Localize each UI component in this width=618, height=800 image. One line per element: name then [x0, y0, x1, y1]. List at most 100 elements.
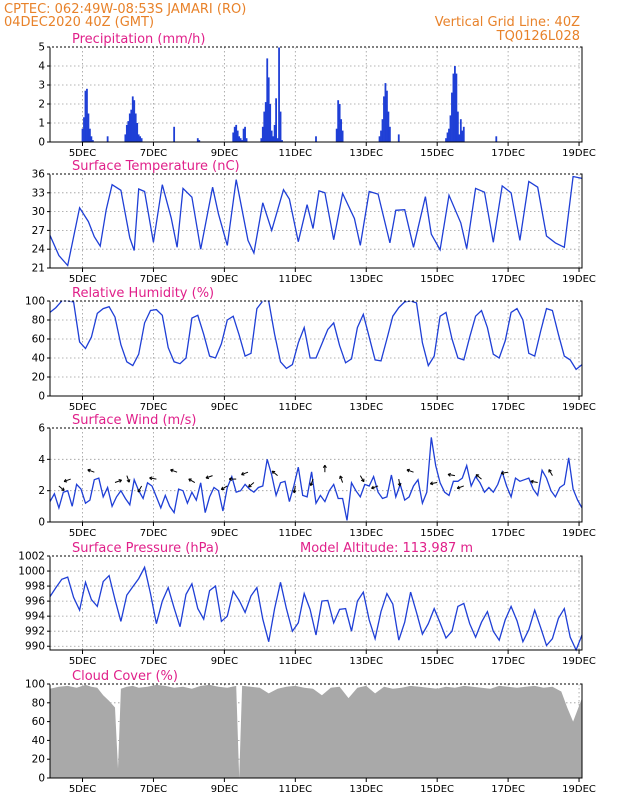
wind-arrow-icon [339, 475, 344, 483]
wind-arrow-icon [456, 485, 464, 490]
precip-bar [264, 102, 267, 142]
xtick-label: 15DEC [420, 528, 454, 539]
ytick-label: 994 [25, 611, 45, 623]
panel-title: Surface Wind (m/s) [72, 413, 196, 428]
wind-arrow-head [456, 485, 460, 489]
ytick-label: 20 [32, 372, 45, 384]
precip-bar [125, 124, 128, 142]
precip-bar [495, 136, 498, 142]
precip-bar [446, 132, 449, 142]
header-model-code: TQ0126L028 [496, 29, 580, 44]
panel-title: Surface Temperature (nC) [72, 159, 240, 174]
wind-arrow-head [170, 468, 174, 471]
precip-bar [380, 130, 382, 142]
precip-bar [124, 134, 127, 142]
xtick-label: 7DEC [140, 274, 167, 285]
precip-bar [139, 136, 142, 142]
wind-arrow-shaft [248, 482, 255, 488]
wind-arrow-shaft [205, 475, 213, 479]
precip-bar [87, 113, 90, 142]
xtick-label: 13DEC [349, 656, 383, 667]
wind-arrow-icon [228, 477, 237, 482]
xtick-label: 17DEC [491, 656, 525, 667]
wind-arrow-shaft [241, 471, 249, 476]
wind-arrow-icon [292, 485, 297, 494]
precip-bar [266, 58, 269, 142]
ytick-label: 21 [32, 263, 45, 275]
panel-frame [49, 555, 583, 651]
ytick-label: 27 [32, 225, 45, 237]
ytick-label: 80 [32, 697, 45, 709]
ytick-label: 0 [38, 773, 45, 785]
wind-arrow-head [119, 479, 122, 483]
precip-bar [267, 77, 270, 142]
wind-arrow-shaft [58, 485, 65, 491]
wind-arrow-shaft [114, 479, 122, 483]
wind-arrow-icon [220, 485, 228, 491]
panel-title: Surface Pressure (hPa) [72, 541, 219, 556]
precip-bar [458, 134, 461, 142]
panel-pres: 990 992 994 996 998 1000 1002 5DEC 7DEC 9DEC 11DEC… [18, 541, 596, 667]
precip-bar [198, 140, 201, 142]
wind-arrow-icon [322, 464, 327, 473]
precip-bar [128, 113, 131, 142]
wind-arrow-icon [429, 481, 438, 486]
precip-bar [127, 121, 130, 142]
precip-bar [462, 126, 465, 142]
precip-bar [86, 88, 88, 142]
pres-line [49, 565, 583, 652]
xtick-label: 15DEC [420, 784, 454, 795]
xtick-label: 9DEC [211, 402, 238, 413]
panel-rh: 0 20 40 60 80 100 5DEC 7DEC 9DEC 11DEC 13DEC 15DEC 1… [25, 286, 596, 413]
wind-arrow-head [360, 479, 365, 483]
ytick-label: 1000 [18, 566, 45, 578]
xtick-label: 17DEC [491, 402, 525, 413]
ytick-label: 80 [32, 315, 45, 327]
ytick-label: 60 [32, 716, 45, 728]
xtick-label: 9DEC [211, 528, 238, 539]
precip-bar [260, 138, 263, 142]
precip-bar [245, 138, 248, 142]
xtick-label: 5DEC [69, 656, 96, 667]
ytick-label: 0 [38, 391, 45, 403]
wind-arrow-shaft [87, 469, 95, 473]
precip-bar [340, 119, 343, 142]
xtick-label: 9DEC [211, 274, 238, 285]
precip-bar [81, 128, 84, 142]
precip-bar [387, 111, 390, 142]
wind-arrow-icon [87, 468, 95, 473]
wind-arrow-icon [359, 475, 365, 483]
xtick-label: 5DEC [69, 402, 96, 413]
ytick-label: 24 [32, 244, 46, 256]
wind-arrow-icon [500, 471, 509, 475]
wind-arrow-shaft [149, 477, 157, 480]
panel-title: Cloud Cover (%) [72, 669, 178, 684]
precip-bar [236, 130, 239, 142]
wind-line [49, 437, 583, 521]
panel-title: Relative Humidity (%) [72, 286, 214, 301]
wind-arrow-icon [170, 468, 178, 473]
precip-bar [270, 130, 273, 142]
wind-arrow-icon [248, 482, 255, 488]
wind-arrow-icon [530, 479, 538, 484]
wind-arrow-shaft [501, 471, 509, 474]
precip-bar [335, 128, 338, 142]
wind-arrow-head [397, 483, 401, 487]
ytick-label: 100 [25, 679, 45, 691]
ytick-label: 996 [25, 596, 45, 608]
xtick-label: 17DEC [491, 148, 525, 159]
xtick-label: 11DEC [278, 402, 312, 413]
xtick-label: 9DEC [211, 784, 238, 795]
xtick-label: 15DEC [420, 148, 454, 159]
xtick-label: 17DEC [491, 528, 525, 539]
precip-bar [452, 73, 455, 142]
ytick-label: 2 [38, 99, 45, 111]
wind-arrow-shaft [457, 485, 464, 489]
precip-bar [134, 113, 137, 142]
xtick-label: 7DEC [140, 148, 167, 159]
wind-arrow-shaft [398, 478, 401, 487]
wind-arrow-shaft [271, 470, 278, 477]
wind-arrow-head [87, 468, 91, 471]
xtick-label: 19DEC [562, 528, 596, 539]
